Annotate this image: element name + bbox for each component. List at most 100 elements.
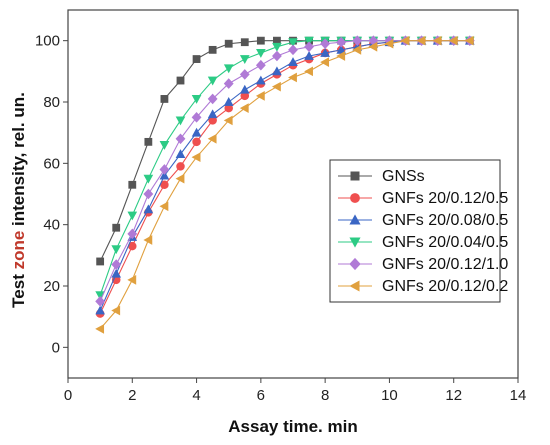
- data-point: [143, 204, 154, 214]
- legend-label: GNFs 20/0.12/0.2: [382, 278, 508, 295]
- data-point: [191, 112, 202, 123]
- data-point: [400, 35, 410, 46]
- data-point: [159, 141, 170, 150]
- plot-border: [67, 9, 519, 379]
- data-point: [416, 35, 426, 46]
- legend-item: GNFs 20/0.12/0.2: [338, 278, 508, 295]
- data-point: [288, 44, 298, 56]
- data-point: [175, 116, 186, 126]
- data-point: [143, 235, 153, 245]
- data-point: [288, 57, 298, 67]
- data-point: [239, 84, 250, 94]
- x-tick-label: 8: [321, 387, 329, 404]
- legend-marker: [350, 171, 360, 181]
- x-tick-label: 2: [128, 387, 136, 404]
- data-point: [239, 103, 249, 113]
- data-point: [111, 305, 121, 316]
- data-point: [176, 162, 185, 171]
- y-tick-label: 80: [43, 94, 60, 111]
- legend-item: GNSs: [338, 168, 425, 185]
- legend-item: GNFs 20/0.08/0.5: [338, 212, 508, 229]
- y-tick-label: 100: [35, 33, 60, 50]
- data-point: [271, 81, 281, 92]
- legend-label: GNSs: [382, 168, 425, 185]
- data-point: [111, 268, 122, 278]
- y-tick-label: 60: [43, 155, 60, 172]
- x-tick-label: 6: [257, 387, 265, 404]
- data-point: [95, 296, 106, 307]
- data-point: [256, 36, 265, 45]
- data-point: [223, 97, 234, 106]
- data-point: [191, 152, 201, 163]
- data-point: [256, 75, 266, 85]
- axes: 0 2 4 6 8 10 12 14 0 20 40 60 80 100: [35, 33, 526, 404]
- data-point: [336, 51, 346, 61]
- data-point: [191, 95, 202, 104]
- x-tick-label: 0: [64, 387, 72, 404]
- legend-label: GNFs 20/0.12/0.5: [382, 190, 508, 207]
- data-point: [207, 76, 218, 86]
- legend-box: [329, 159, 501, 303]
- data-point: [95, 324, 105, 334]
- data-point: [128, 180, 137, 189]
- data-point: [159, 164, 170, 175]
- y-tick-label: 20: [43, 278, 60, 295]
- data-point: [239, 55, 250, 65]
- x-tick-label: 4: [192, 387, 200, 404]
- x-axis-title: Assay time. min: [228, 417, 357, 436]
- data-point: [175, 173, 185, 184]
- data-point: [320, 47, 330, 57]
- data-point: [160, 95, 169, 103]
- data-point: [223, 115, 233, 126]
- x-tick-label: 12: [445, 387, 462, 404]
- data-point: [448, 35, 458, 46]
- data-point: [336, 36, 347, 48]
- data-point: [256, 49, 266, 58]
- data-point: [304, 66, 313, 77]
- data-point: [320, 57, 330, 67]
- data-point: [352, 35, 363, 46]
- legend: GNSs GNFs 20/0.12/0.5 GNFs 20/0.08/0.5 GNFs…: [329, 159, 508, 303]
- data-point: [175, 149, 186, 159]
- data-point: [127, 275, 137, 285]
- legend-label: GNFs 20/0.12/1.0: [382, 256, 508, 273]
- data-point: [127, 211, 138, 221]
- data-point: [255, 91, 265, 101]
- data-point: [111, 259, 122, 270]
- y-axis-title-part: intensity, rel. un.: [9, 92, 28, 231]
- legend-marker: [349, 280, 360, 292]
- legend-marker: [350, 193, 360, 203]
- data-point: [192, 137, 201, 147]
- legend-item: GNFs 20/0.12/1.0: [338, 256, 508, 273]
- x-tick-label: 14: [510, 387, 527, 404]
- data-point: [352, 45, 362, 55]
- data-point: [288, 38, 298, 48]
- legend-marker: [349, 214, 361, 225]
- data-point: [432, 35, 442, 46]
- legend-marker: [349, 237, 361, 248]
- y-axis-title-part: Test: [9, 269, 28, 307]
- data-point: [368, 41, 378, 52]
- legend-item: GNFs 20/0.04/0.5: [338, 234, 508, 251]
- data-point: [464, 35, 474, 46]
- series-layer: [95, 35, 475, 334]
- data-point: [111, 245, 122, 255]
- data-point: [255, 59, 266, 71]
- data-point: [144, 137, 153, 146]
- data-point: [207, 93, 218, 105]
- data-point: [272, 66, 282, 76]
- y-axis-title: Test zone intensity, rel. un.: [9, 92, 28, 308]
- series-5: [95, 35, 474, 334]
- data-point: [96, 257, 105, 266]
- data-point: [207, 109, 218, 119]
- data-point: [384, 38, 394, 49]
- data-point: [95, 305, 105, 315]
- data-point: [223, 78, 234, 89]
- legend-label: GNFs 20/0.04/0.5: [382, 234, 508, 251]
- data-point: [192, 55, 201, 63]
- data-point: [112, 223, 121, 232]
- data-point: [143, 188, 154, 200]
- data-point: [207, 133, 217, 144]
